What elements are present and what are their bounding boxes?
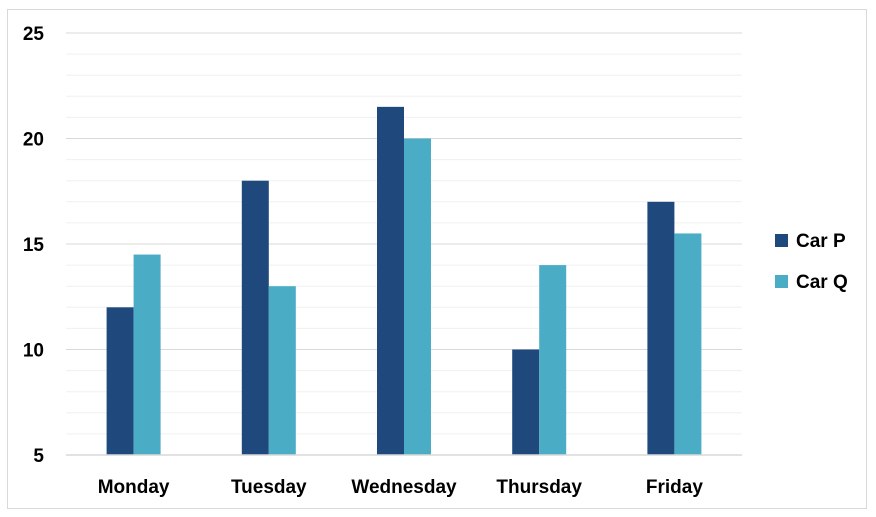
y-tick-label: 25 (23, 24, 45, 45)
bar-car-p-monday (106, 307, 134, 455)
x-tick-label: Friday (646, 477, 703, 498)
x-tick-label: Wednesday (351, 477, 457, 498)
bar-car-q-tuesday (268, 286, 296, 455)
x-tick-label: Monday (98, 477, 170, 498)
bar-car-q-monday (133, 254, 161, 455)
legend-swatch (775, 234, 788, 247)
y-tick-label: 10 (23, 341, 44, 362)
axes: 5 10 15 20 25 Monday Tuesday Wednesday Thursday F… (23, 24, 742, 498)
legend-label: Car Q (796, 272, 848, 293)
bar-car-p-friday (647, 201, 675, 455)
y-tick-label: 5 (33, 446, 44, 467)
y-tick-label: 20 (23, 130, 44, 151)
bar-car-q-friday (674, 233, 702, 455)
legend-swatch (775, 275, 788, 288)
legend: Car P Car Q (775, 231, 848, 293)
bar-car-q-thursday (539, 265, 567, 455)
x-tick-label: Tuesday (231, 477, 307, 498)
bar-car-p-wednesday (377, 106, 404, 455)
bars (106, 106, 702, 455)
legend-label: Car P (796, 231, 846, 252)
bar-car-q-wednesday (404, 138, 431, 455)
y-tick-label: 15 (23, 235, 45, 256)
bar-car-p-thursday (512, 349, 540, 455)
bar-car-p-tuesday (241, 180, 269, 455)
x-tick-label: Thursday (496, 477, 582, 498)
